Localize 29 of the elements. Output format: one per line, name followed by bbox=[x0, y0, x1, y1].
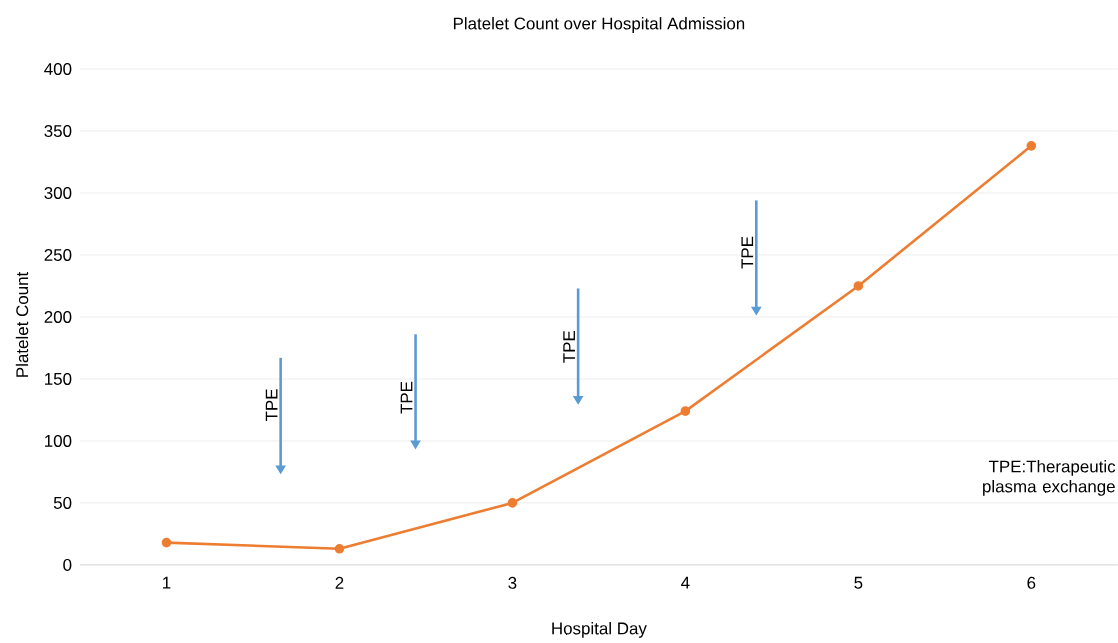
y-tick-label: 100 bbox=[45, 434, 72, 447]
y-axis-title: Platelet Count bbox=[15, 271, 29, 377]
annotation: TPE bbox=[741, 236, 754, 269]
annotation: TPE bbox=[563, 330, 575, 363]
y-tick-label: 150 bbox=[45, 372, 72, 385]
y-tick-label: 400 bbox=[44, 62, 72, 75]
point bbox=[853, 280, 864, 291]
x-tick-label: 5 bbox=[854, 576, 863, 589]
x-axis-title: Hospital Day bbox=[552, 621, 647, 638]
y-tick-label: 0 bbox=[63, 558, 72, 571]
point bbox=[507, 497, 518, 508]
y-tick-label: 350 bbox=[44, 124, 72, 137]
annotation: TPE:Therapeutic plasma exchange bbox=[983, 459, 1116, 496]
y-tick-label: 250 bbox=[44, 248, 72, 261]
y-tick-label: 300 bbox=[44, 186, 72, 199]
chart-title: Platelet Count over Hospital Admission bbox=[453, 16, 745, 33]
x-tick-label: 6 bbox=[1027, 576, 1036, 589]
x-tick-label: 3 bbox=[508, 576, 517, 589]
annotation: TPE bbox=[400, 381, 413, 414]
y-tick-label: 50 bbox=[53, 496, 72, 509]
point bbox=[334, 543, 345, 554]
x-tick-label: 4 bbox=[681, 576, 690, 589]
point bbox=[680, 406, 691, 416]
x-tick-label: 2 bbox=[335, 576, 344, 589]
annotation: TPE bbox=[265, 389, 278, 421]
point bbox=[1026, 140, 1037, 151]
point bbox=[161, 537, 172, 548]
y-tick-label: 200 bbox=[44, 310, 72, 323]
x-tick-label: 1 bbox=[163, 576, 171, 589]
